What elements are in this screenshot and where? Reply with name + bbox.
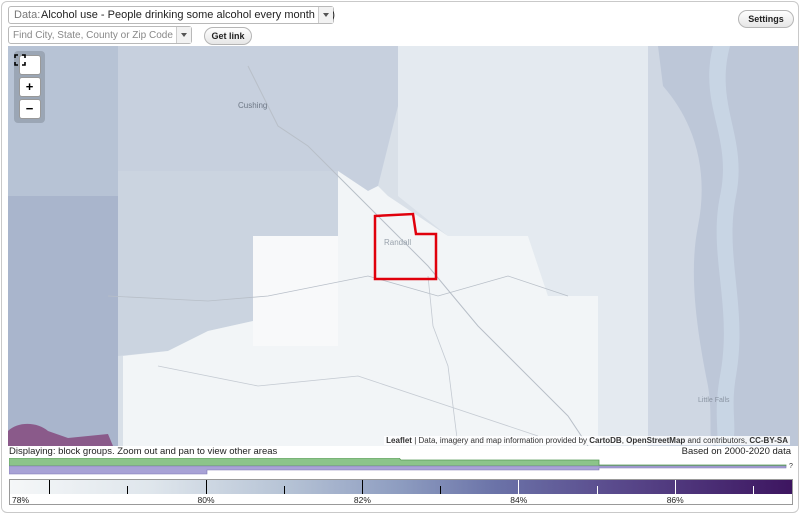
data-select[interactable]: Data: Alcohol use - People drinking some… (8, 6, 336, 24)
cartodb-link[interactable]: CartoDB (589, 436, 622, 445)
legend-major-tick (361, 480, 363, 494)
attribution-text-1: | Data, imagery and map information prov… (411, 436, 590, 445)
legend-minor-tick (596, 486, 598, 494)
question-mark: ? (789, 463, 793, 470)
map-label-1: Randall (384, 238, 411, 247)
data-select-label: Data: (14, 9, 41, 21)
legend-label: 84% (510, 495, 528, 505)
zoom-control: + − (14, 51, 45, 123)
toolbar: Data: Alcohol use - People drinking some… (2, 2, 798, 46)
legend-minor-tick (283, 486, 285, 494)
fullscreen-icon[interactable] (14, 54, 41, 75)
legend-major-tick (518, 480, 520, 494)
legend-label: 82% (353, 495, 371, 505)
legend-major-tick (674, 480, 676, 494)
search-dropdown-icon[interactable] (176, 27, 191, 43)
legend-minor-tick (752, 486, 754, 494)
map-view[interactable]: Cushing Randall Little Falls + − Leaflet… (8, 46, 798, 446)
color-legend: 78% 80% 82% 84% 86% (9, 479, 793, 505)
osm-link[interactable]: OpenStreetMap (626, 436, 686, 445)
map-label-0: Cushing (238, 101, 267, 110)
map-canvas: Cushing Randall Little Falls (8, 46, 798, 446)
leaflet-link[interactable]: Leaflet (386, 436, 412, 445)
distribution-bars: ? (8, 457, 797, 476)
map-attribution: Leaflet | Data, imagery and map informat… (384, 436, 790, 445)
get-link-button[interactable]: Get link (204, 27, 252, 45)
settings-button[interactable]: Settings (738, 10, 794, 28)
legend-label: 80% (197, 495, 215, 505)
zoom-out-button[interactable]: − (18, 99, 41, 119)
status-bar: Displaying: block groups. Zoom out and p… (9, 446, 791, 458)
based-on-text: Based on 2000-2020 data (681, 446, 791, 457)
attribution-sep: , (621, 436, 627, 445)
legend-label: 78% (12, 495, 30, 505)
place-labels: Cushing Randall Little Falls (238, 101, 730, 404)
legend-minor-tick (440, 486, 442, 494)
displaying-text: Displaying: block groups. Zoom out and p… (9, 446, 278, 457)
legend-major-tick (205, 480, 207, 494)
map-label-2: Little Falls (698, 397, 730, 404)
license-link[interactable]: CC-BY-SA (749, 436, 788, 445)
zoom-in-button[interactable]: + (18, 77, 41, 97)
legend-major-tick (49, 480, 51, 494)
distribution-svg: ? (8, 457, 793, 475)
data-select-value: Alcohol use - People drinking some alcoh… (41, 9, 336, 21)
location-search[interactable] (8, 26, 192, 44)
attribution-text-2: and contributors, (685, 436, 750, 445)
legend-label: 86% (666, 495, 684, 505)
search-input[interactable] (13, 28, 173, 42)
chevron-down-icon[interactable] (318, 7, 333, 23)
legend-minor-tick (127, 486, 129, 494)
